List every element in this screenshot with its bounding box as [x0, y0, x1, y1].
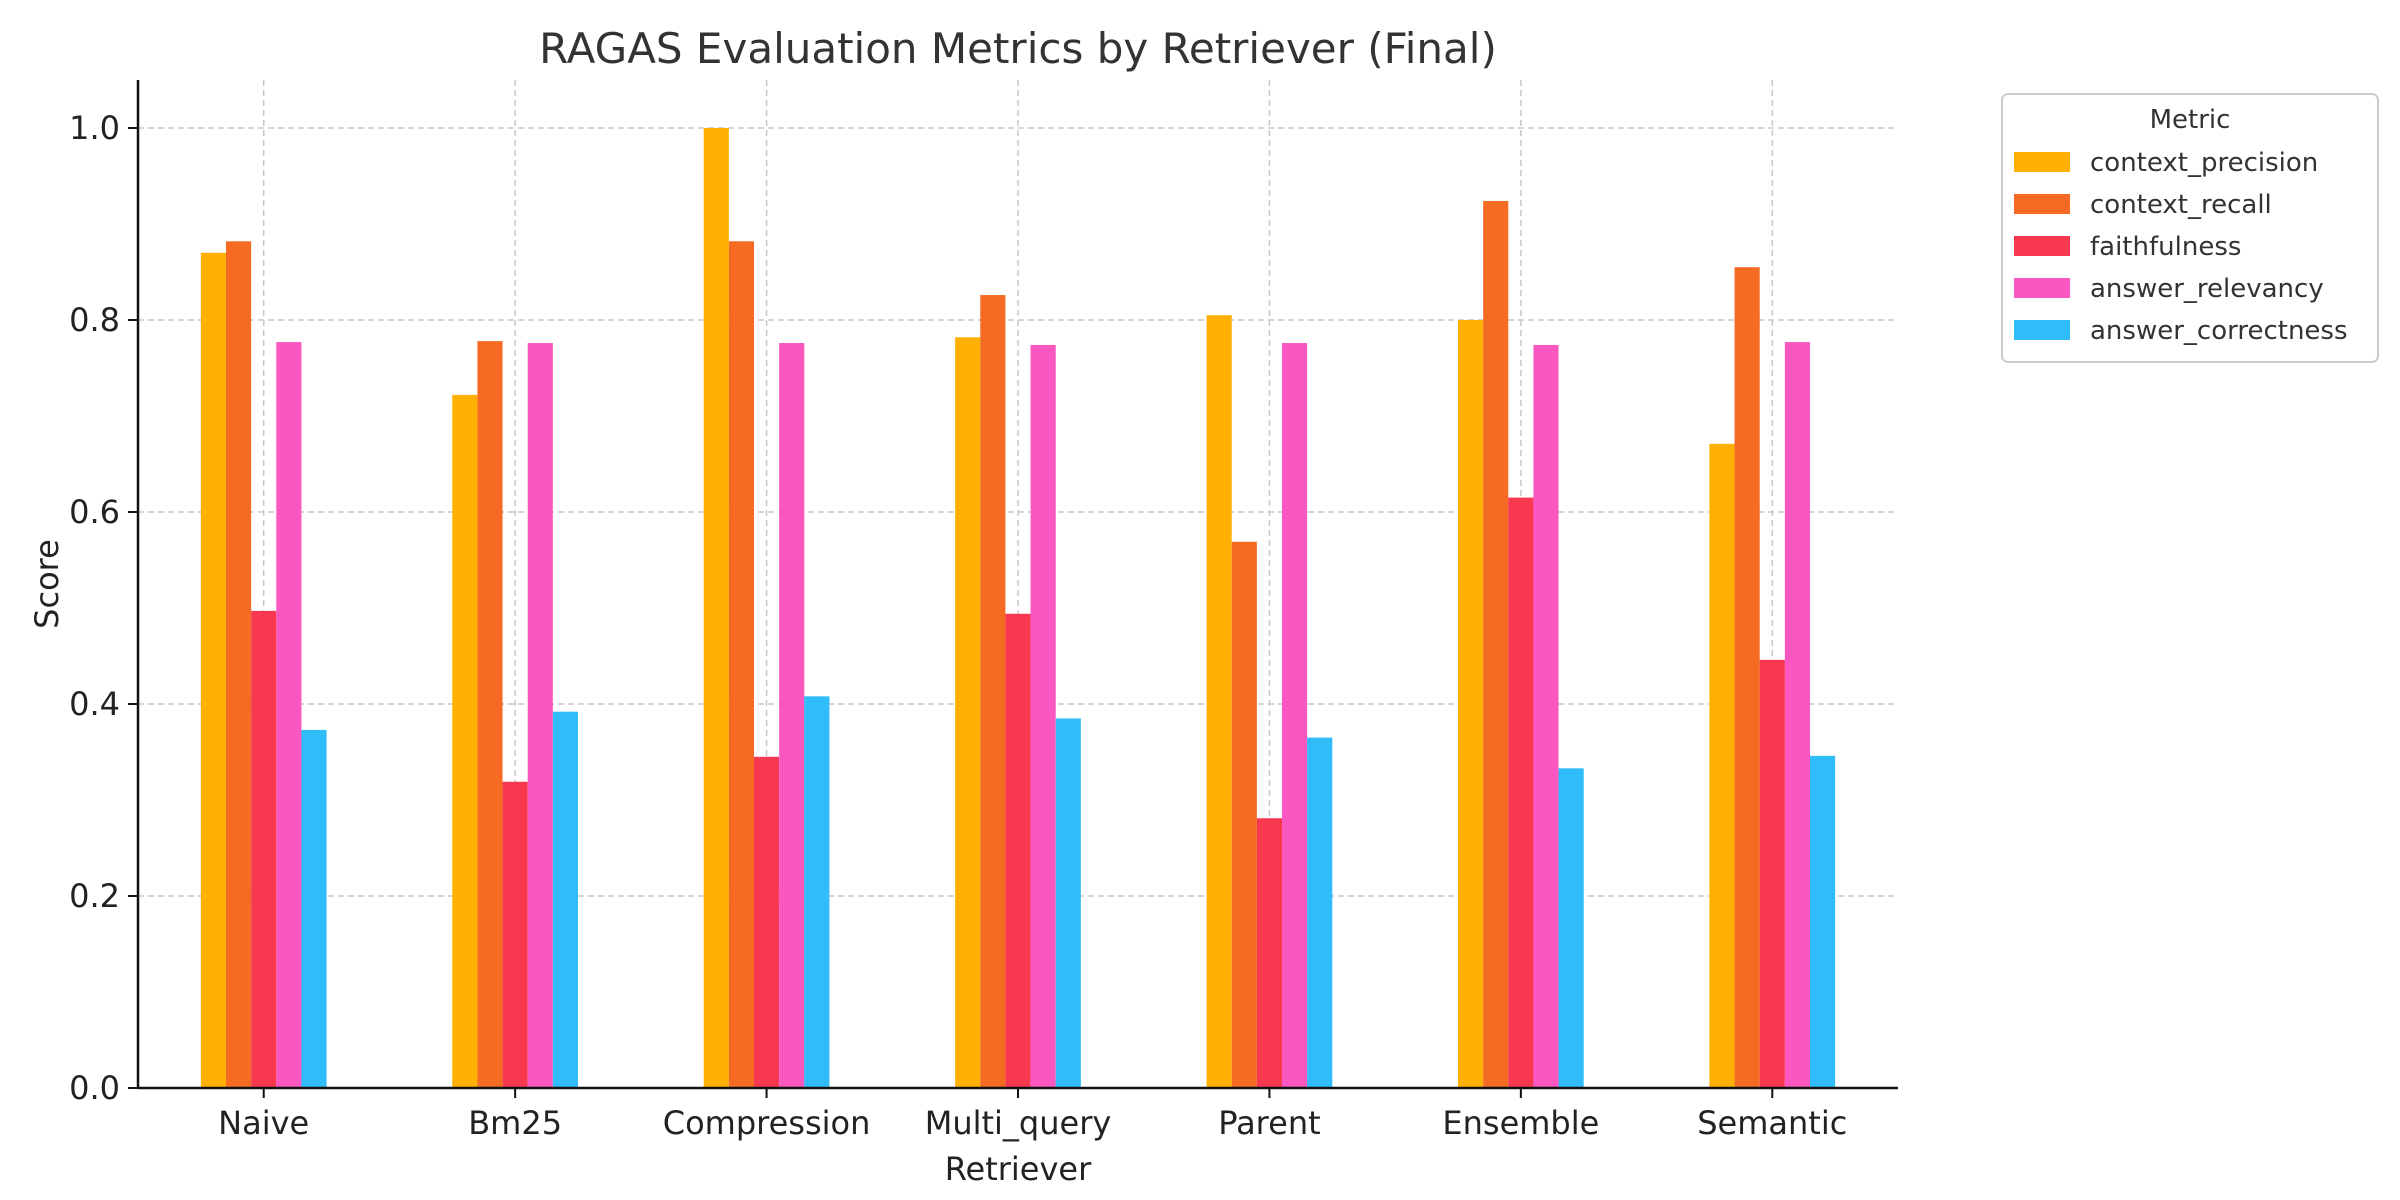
y-tick-label: 0.6 — [69, 493, 120, 531]
bar — [1483, 200, 1509, 1088]
bar — [1231, 541, 1257, 1088]
bar — [251, 610, 277, 1088]
bar — [804, 696, 830, 1088]
bar — [1810, 755, 1836, 1088]
y-tick-label: 0.0 — [69, 1069, 120, 1107]
bar — [1282, 343, 1308, 1088]
y-tick-label: 0.8 — [69, 301, 120, 339]
legend-label: faithfulness — [2090, 232, 2241, 262]
bar — [1307, 737, 1333, 1088]
bar — [226, 241, 252, 1088]
bar — [1533, 344, 1559, 1089]
x-tick-label: Parent — [1218, 1104, 1320, 1142]
bar — [779, 343, 805, 1088]
bar — [502, 781, 528, 1088]
bar — [276, 342, 302, 1089]
bar — [980, 295, 1006, 1088]
legend-items: context_precision context_recall faithfuln… — [2014, 148, 2348, 346]
x-tick-label: Multi_query — [925, 1104, 1112, 1142]
y-axis-label: Score — [28, 539, 66, 629]
x-tick-label: Bm25 — [468, 1104, 562, 1142]
bar — [552, 711, 578, 1088]
bar — [527, 343, 553, 1088]
legend-label: context_precision — [2090, 148, 2318, 178]
legend: Metric context_precision context_recallfa… — [2001, 93, 2379, 363]
legend-swatch — [2014, 152, 2070, 172]
chart-title: RAGAS Evaluation Metrics by Retriever (F… — [539, 24, 1497, 73]
bar — [955, 337, 981, 1088]
bar — [1055, 718, 1081, 1088]
x-tick-label: Naive — [218, 1104, 309, 1142]
legend-swatch — [2014, 278, 2070, 298]
legend-label: context_recall — [2090, 190, 2272, 220]
x-axis-label: Retriever — [945, 1150, 1092, 1188]
legend-label: answer_correctness — [2090, 316, 2348, 346]
bar — [200, 252, 226, 1089]
bar — [728, 241, 754, 1088]
bar — [477, 341, 503, 1088]
bar — [1030, 344, 1056, 1089]
x-tick-label: Semantic — [1697, 1104, 1847, 1142]
bar — [1256, 818, 1282, 1088]
legend-label: answer_relevancy — [2090, 274, 2324, 304]
ticks: 0.0 0.2 0.4 0.6 0.8 1.0 Naive Bm25 Compression Mu… — [69, 109, 1847, 1142]
bar — [1784, 342, 1810, 1089]
bar — [1508, 497, 1534, 1089]
legend-swatch — [2014, 320, 2070, 340]
x-tick-label: Compression — [663, 1104, 871, 1142]
bar — [1709, 443, 1735, 1089]
bars — [200, 128, 1836, 1089]
bar — [754, 756, 780, 1088]
legend-swatch — [2014, 236, 2070, 256]
y-tick-label: 1.0 — [69, 109, 120, 147]
legend-swatch — [2014, 194, 2070, 214]
bar — [301, 729, 327, 1088]
bar — [703, 128, 729, 1088]
bar — [1759, 659, 1785, 1088]
bar — [1005, 613, 1031, 1088]
y-tick-label: 0.4 — [69, 685, 120, 723]
bar — [1206, 315, 1232, 1088]
bar — [1734, 267, 1760, 1088]
bar — [1458, 320, 1484, 1088]
bar — [452, 394, 478, 1088]
bar — [1558, 768, 1584, 1088]
y-tick-label: 0.2 — [69, 877, 120, 915]
legend-title: Metric — [2150, 105, 2231, 135]
x-tick-label: Ensemble — [1442, 1104, 1599, 1142]
legend-frame — [2001, 93, 2379, 363]
